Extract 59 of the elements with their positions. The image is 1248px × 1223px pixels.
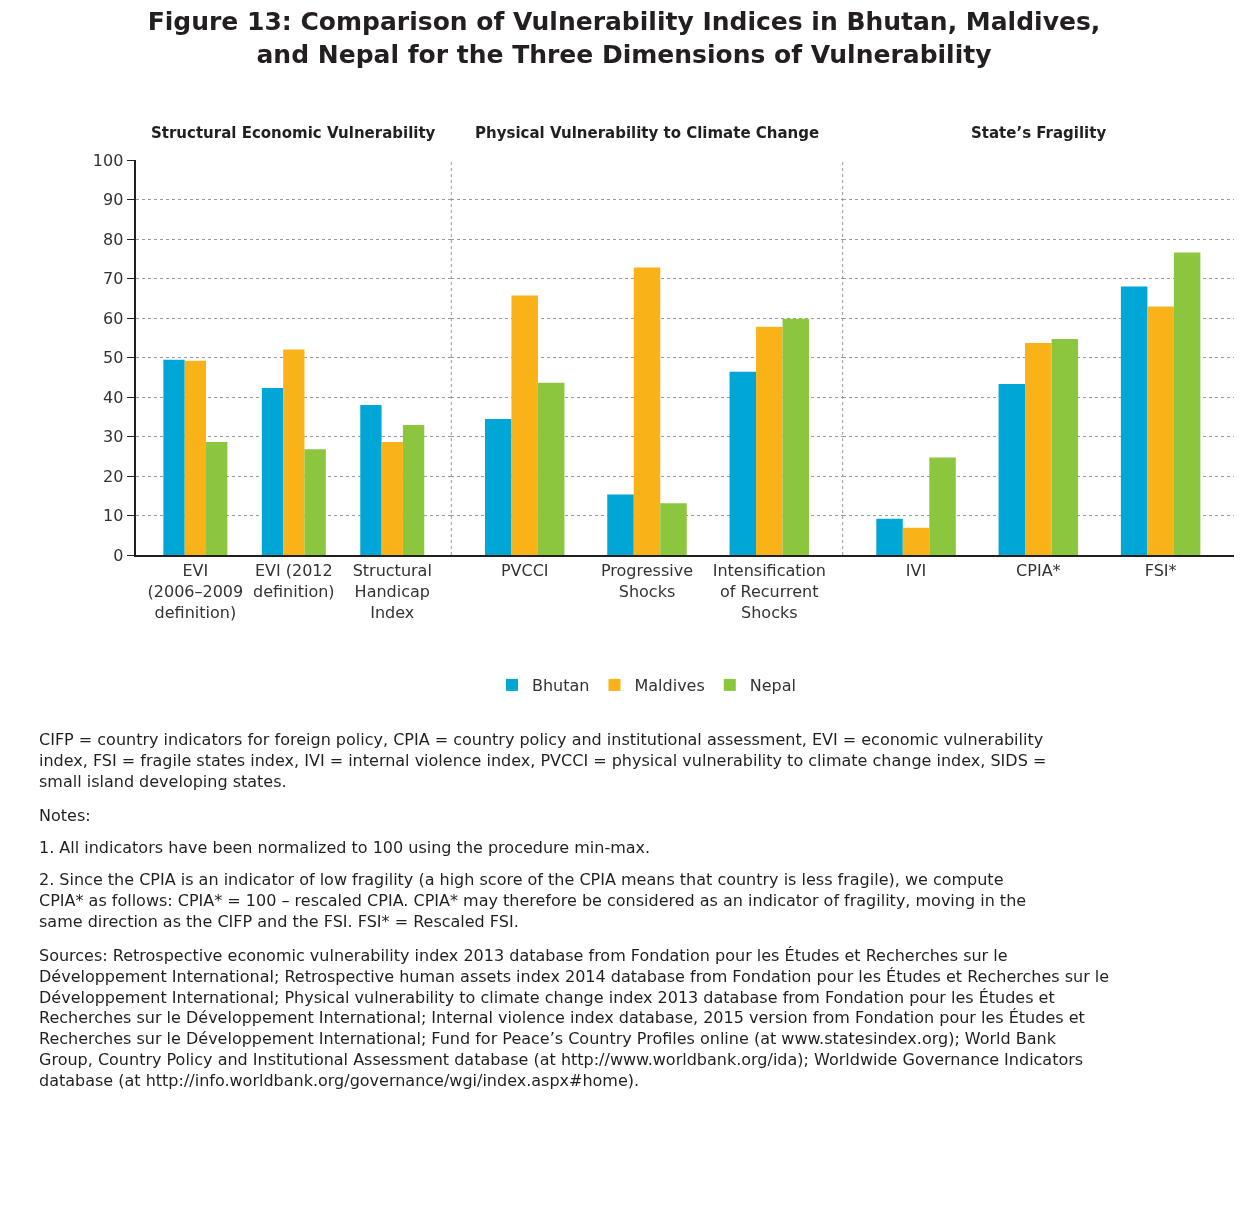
x-tick-label: EVI (2012 definition) xyxy=(253,560,335,601)
bar xyxy=(304,449,326,555)
x-tick-label: Intensification of Recurrent Shocks xyxy=(712,560,826,622)
source-note: Sources: Retrospective economic vulnerability index 2013 database from Fondation pour les Études et Recherches sur le Développement International; Retrospective human assets index 2014 database from Fondation pour les Études et Recherches sur le Développement International; Physical vulnerability to climate change index 2013 database from Fondation pour les Études et Recherches sur le Développement International; Internal violence index database, 2015 version from Fondation pour les Études et Recherches sur le Développement International; Fund for Peace’s Country Profiles online (at www.statesindex.org); World Bank Group, Country Policy and Institutional Assessment database (at http://www.worldbank.org/ida); Worldwide Governance Indicators database (at http://info.worldbank.org/governance/wgi/index.aspx#home). xyxy=(39,946,1110,1090)
legend-label: Nepal xyxy=(749,676,797,696)
y-tick-label: 30 xyxy=(103,427,124,447)
bar xyxy=(607,494,634,555)
x-tick-label: Structural Handicap Index xyxy=(352,560,432,622)
legend-label: Maldives xyxy=(634,676,705,696)
bar xyxy=(729,371,757,555)
x-tick-label: CPIA* xyxy=(1016,560,1061,580)
x-tick-label: Progressive Shocks xyxy=(600,560,694,601)
bar xyxy=(163,359,185,555)
y-tick-label: 90 xyxy=(103,190,124,210)
y-tick-label: 60 xyxy=(103,308,124,328)
x-tick-label: IVI xyxy=(905,560,927,580)
bar xyxy=(1025,342,1052,555)
bar xyxy=(381,442,403,555)
x-tick-label: FSI* xyxy=(1144,560,1177,580)
bar xyxy=(1173,252,1201,555)
y-tick-label: 40 xyxy=(103,387,124,407)
text: CIFP = country indicators for foreign policy, CPIA = country policy and institutional assessment, EVI = economic vulnerability index, FSI = fragile states index, IVI = internal violence index, PVCCI = physical vulnerability to climate change index, SIDS = small island developing states. xyxy=(39,730,1047,791)
x-tick-label: EVI (2006–2009 definition) xyxy=(147,560,244,622)
bar xyxy=(511,295,538,555)
y-tick-label: 100 xyxy=(92,150,124,170)
bar xyxy=(756,326,783,555)
bar xyxy=(782,318,810,555)
text: Notes: xyxy=(39,806,91,825)
y-tick-label: 20 xyxy=(103,466,124,486)
bar xyxy=(537,382,565,555)
y-tick-label: 80 xyxy=(103,229,124,249)
bar xyxy=(929,457,956,555)
chart-subtitle: State’s Fragility xyxy=(971,124,1107,142)
bar xyxy=(660,503,687,555)
bar xyxy=(1120,286,1148,555)
bar xyxy=(484,419,512,555)
bar xyxy=(206,442,228,555)
bar xyxy=(998,383,1026,555)
bar xyxy=(1051,338,1079,555)
text: Figure 13: Comparison of Vulnerability Indices in Bhutan, Maldives, and Nepal for the Three Dimensions of Vulnerability xyxy=(147,7,1101,69)
bar xyxy=(633,267,661,555)
chart-subtitle: Physical Vulnerability to Climate Change xyxy=(475,124,820,142)
bar xyxy=(184,360,207,555)
bar xyxy=(283,349,305,555)
y-tick-label: 10 xyxy=(103,506,124,526)
bar xyxy=(876,518,903,555)
text: 1. All indicators have been normalized to 100 using the procedure min-max. xyxy=(39,838,651,857)
bar xyxy=(261,387,284,555)
chart-subtitle: Structural Economic Vulnerability xyxy=(151,124,436,142)
text: 2. Since the CPIA is an indicator of low fragility (a high score of the CPIA means that country is less fragile), we compute CPIA* as follows: CPIA* = 100 – rescaled CPIA. CPIA* may therefore be considered as an indicator of fragility, moving in the same direction as the CIFP and the FSI. FSI* = Rescaled FSI. xyxy=(39,870,1027,931)
x-tick-label: PVCCI xyxy=(500,560,549,580)
y-tick-label: 70 xyxy=(103,269,124,289)
bar xyxy=(360,404,382,555)
bar xyxy=(1147,306,1174,555)
y-tick-label: 0 xyxy=(113,545,124,565)
y-tick-label: 50 xyxy=(103,348,124,368)
legend-label: Bhutan xyxy=(532,676,590,696)
bar xyxy=(402,425,425,555)
bar xyxy=(902,527,930,555)
